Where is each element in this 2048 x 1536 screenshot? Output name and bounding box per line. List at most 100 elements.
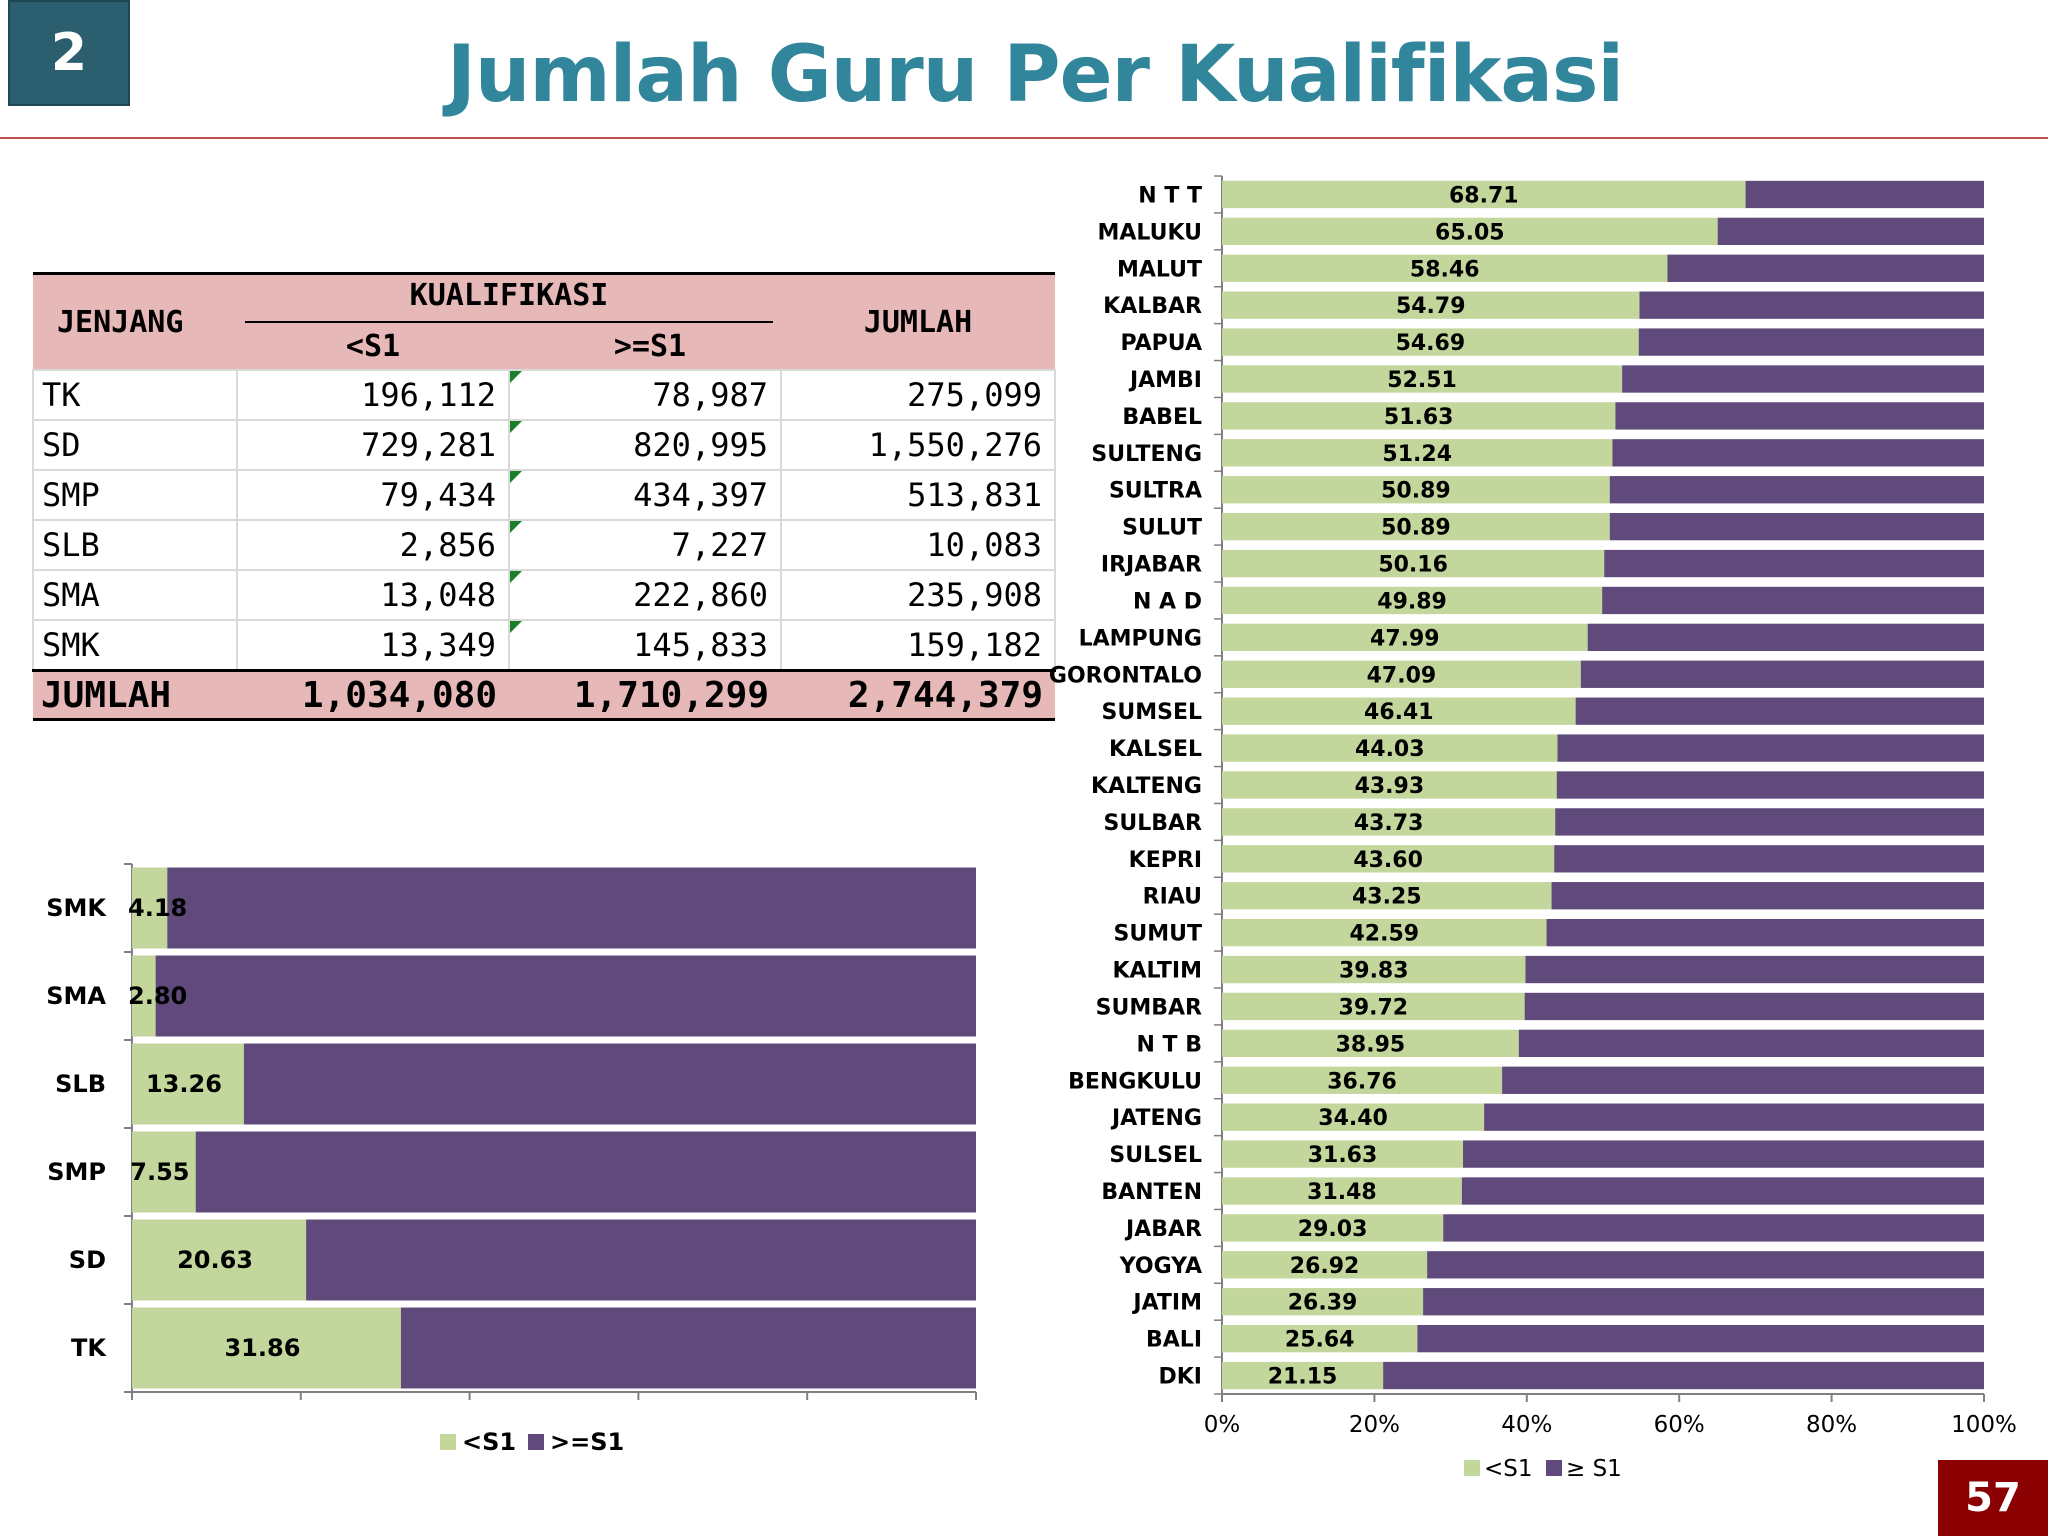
category-label: DKI (1159, 1365, 1203, 1390)
data-label: 26.92 (1290, 1254, 1360, 1279)
bar-ge-s1 (1417, 1324, 1984, 1353)
title-divider (0, 137, 2048, 139)
bar-lt-s1 (1222, 992, 1525, 1021)
total-ge-s1: 1,710,299 (509, 669, 781, 721)
bar-lt-s1 (132, 955, 156, 1037)
bar-lt-s1 (1222, 439, 1613, 467)
category-label: BANTEN (1101, 1180, 1202, 1205)
bar-lt-s1 (1222, 808, 1556, 836)
data-label: 39.72 (1339, 995, 1409, 1020)
bar-ge-s1 (1580, 660, 1984, 688)
table-total-row: JUMLAH 1,034,080 1,710,299 2,744,379 (33, 669, 1055, 721)
data-label: 31.86 (224, 1334, 300, 1362)
data-label: 47.99 (1370, 626, 1440, 651)
bar-lt-s1 (1222, 328, 1639, 356)
data-label: 49.89 (1377, 589, 1447, 614)
bar-ge-s1 (1524, 992, 1984, 1021)
cell-ge-s1: 820,995 (508, 419, 782, 471)
data-label: 26.39 (1288, 1291, 1358, 1316)
bar-ge-s1 (243, 1043, 976, 1125)
data-label: 54.69 (1396, 331, 1466, 356)
category-label: JAMBI (1128, 368, 1202, 393)
cell-lt-s1: 13,048 (236, 569, 510, 621)
category-label: KALBAR (1103, 294, 1202, 319)
table-row: TK 196,112 78,987 275,099 (32, 369, 1056, 421)
data-label: 43.73 (1354, 811, 1424, 836)
data-label: 43.60 (1353, 848, 1423, 873)
legend-label-lt-s1: <S1 (462, 1428, 516, 1456)
cell-lt-s1: 729,281 (236, 419, 510, 471)
cell-value: 222,860 (633, 576, 768, 614)
data-label: 54.79 (1396, 294, 1466, 319)
data-label: 51.63 (1384, 405, 1454, 430)
category-label: RIAU (1143, 885, 1202, 910)
category-label: JABAR (1124, 1217, 1202, 1242)
cell-indicator-icon (510, 621, 522, 633)
table-row: SD 729,281 820,995 1,550,276 (32, 419, 1056, 471)
cell-indicator-icon (510, 471, 522, 483)
cell-jenjang: SMP (32, 469, 238, 521)
bar-lt-s1 (1222, 1177, 1462, 1205)
page-title: Jumlah Guru Per Kualifikasi (446, 30, 1624, 120)
category-label: SMP (47, 1158, 106, 1186)
bar-lt-s1 (1222, 1103, 1485, 1131)
legend-swatch-lt-s1 (440, 1434, 456, 1450)
bar-ge-s1 (1546, 918, 1984, 947)
legend-swatch-ge-s1 (1546, 1460, 1562, 1476)
data-label: 52.51 (1387, 368, 1457, 393)
bar-ge-s1 (1575, 697, 1984, 725)
bar-ge-s1 (1423, 1288, 1984, 1316)
category-label: SUMUT (1114, 922, 1202, 947)
category-label: SULSEL (1109, 1143, 1202, 1168)
cell-ge-s1: 7,227 (508, 519, 782, 571)
category-label: BENGKULU (1068, 1069, 1202, 1094)
legend-label-ge-s1: >=S1 (550, 1428, 624, 1456)
cell-value: 78,987 (652, 376, 768, 414)
data-label: 51.24 (1382, 442, 1452, 467)
data-label: 47.09 (1367, 663, 1437, 688)
bar-lt-s1 (1222, 1029, 1519, 1058)
bar-lt-s1 (1222, 623, 1588, 652)
cell-ge-s1: 434,397 (508, 469, 782, 521)
bar-lt-s1 (1222, 734, 1558, 762)
slide-number: 2 (8, 0, 130, 106)
x-tick-label: 20% (1349, 1412, 1400, 1438)
x-tick-label: 100% (1951, 1412, 2017, 1438)
cell-jumlah: 235,908 (780, 569, 1056, 621)
bar-lt-s1 (1222, 365, 1623, 393)
cell-indicator-icon (510, 521, 522, 533)
bar-ge-s1 (1615, 402, 1984, 430)
category-label: SULTENG (1091, 442, 1202, 467)
bar-lt-s1 (1222, 1288, 1424, 1316)
category-label: BABEL (1122, 405, 1202, 430)
cell-jenjang: SD (32, 419, 238, 471)
bar-ge-s1 (1609, 512, 1984, 541)
category-label: YOGYA (1119, 1254, 1202, 1279)
bar-ge-s1 (1667, 254, 1984, 282)
data-label: 65.05 (1435, 220, 1505, 245)
data-label: 58.46 (1410, 257, 1480, 282)
bar-ge-s1 (1484, 1103, 1984, 1131)
cell-value: 145,833 (633, 626, 768, 664)
x-tick-label: 60% (1654, 1412, 1705, 1438)
teacher-qualification-table: JENJANG KUALIFIKASI JUMLAH <S1 >=S1 TK 19… (32, 272, 1056, 721)
data-label: 20.63 (177, 1246, 253, 1274)
category-label: KALTENG (1091, 774, 1202, 799)
data-label: 7.55 (130, 1158, 189, 1186)
bar-ge-s1 (1622, 365, 1984, 393)
bar-lt-s1 (132, 1307, 401, 1389)
data-label: 21.15 (1268, 1365, 1338, 1390)
bar-lt-s1 (1222, 660, 1581, 688)
cell-ge-s1: 222,860 (508, 569, 782, 621)
data-label: 4.18 (128, 894, 187, 922)
category-label: MALUT (1117, 257, 1202, 282)
category-label: BALI (1146, 1328, 1202, 1353)
cell-jumlah: 1,550,276 (780, 419, 1056, 471)
category-label: IRJABAR (1101, 553, 1202, 578)
bar-ge-s1 (167, 867, 977, 949)
category-label: TK (71, 1334, 107, 1362)
cell-jumlah: 159,182 (780, 619, 1056, 672)
cell-jumlah: 10,083 (780, 519, 1056, 571)
x-tick-label: 0% (1204, 1412, 1241, 1438)
category-label: N T B (1136, 1032, 1202, 1057)
